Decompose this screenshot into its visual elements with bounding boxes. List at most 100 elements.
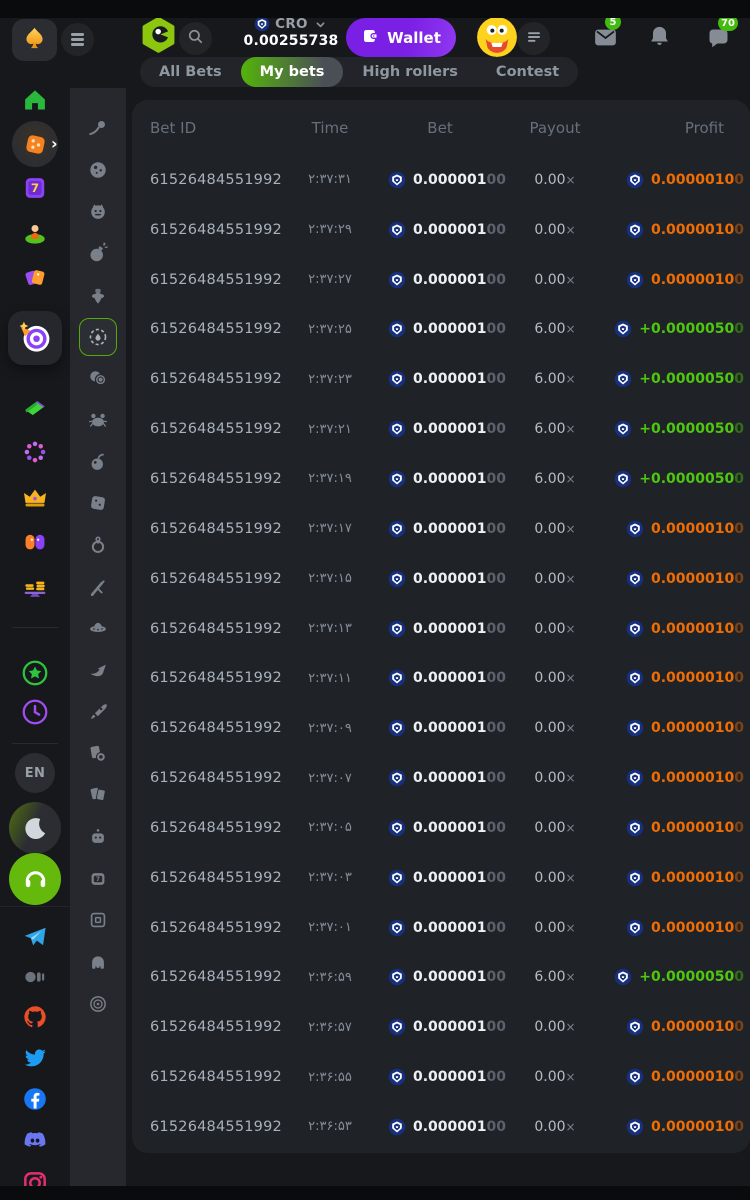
sidebar-item-twitter[interactable]	[22, 1045, 49, 1072]
tab-high-rollers[interactable]: High rollers	[362, 64, 458, 80]
notifications-button[interactable]	[646, 23, 673, 50]
sidebar-item-medium[interactable]	[22, 964, 49, 991]
cards-chip-icon	[87, 743, 109, 765]
rail-item-cards-chip[interactable]	[80, 736, 116, 772]
spin-top-icon	[87, 284, 109, 306]
rail-item-playing-cards[interactable]	[80, 777, 116, 813]
wallet-button[interactable]: Wallet	[346, 18, 456, 57]
table-row[interactable]: 61526484551992 ۲:۳۷:۰۹ 0.00000100 0.00× 0.00…	[132, 703, 750, 753]
table-row[interactable]: 61526484551992 ۲:۳۶:۵۵ 0.00000100 0.00× 0.00…	[132, 1052, 750, 1102]
profit-amount: 0.00000100	[651, 620, 744, 637]
table-row[interactable]: 61526484551992 ۲:۳۷:۰۵ 0.00000100 0.00× 0.00…	[132, 803, 750, 853]
rail-item-robot[interactable]	[80, 819, 116, 855]
rail-item-bomb[interactable]	[80, 235, 116, 271]
table-row[interactable]: 61526484551992 ۲:۳۶:۵۹ 0.00000100 6.00× +0.0…	[132, 953, 750, 1003]
cro-coin-icon	[388, 769, 406, 787]
bet-amount: 0.00000100	[413, 919, 506, 936]
table-row[interactable]: 61526484551992 ۲:۳۷:۳۱ 0.00000100 0.00× 0.00…	[132, 155, 750, 205]
payout-value: 0.00	[534, 620, 566, 637]
rail-item-twin-coins[interactable]	[80, 360, 116, 396]
mail-button[interactable]: 5	[592, 14, 621, 51]
table-row[interactable]: 61526484551992 ۲:۳۷:۰۷ 0.00000100 0.00× 0.00…	[132, 753, 750, 803]
sidebar-item-bonus[interactable]	[22, 439, 49, 466]
cro-coin-icon	[626, 919, 644, 937]
sidebar-item-facebook[interactable]	[22, 1086, 49, 1113]
sidebar-item-language[interactable]: EN	[15, 753, 55, 793]
sidebar-item-quests[interactable]	[22, 660, 49, 687]
bet-id-cell: 61526484551992	[150, 570, 282, 587]
sidebar-item-discord[interactable]	[22, 1127, 49, 1154]
rail-item-rocket[interactable]	[80, 694, 116, 730]
saucer-icon	[87, 617, 109, 639]
search-button[interactable]	[179, 22, 212, 55]
table-row[interactable]: 61526484551992 ۲:۳۷:۱۵ 0.00000100 0.00× 0.00…	[132, 554, 750, 604]
chevron-right-icon[interactable]: ›	[51, 134, 58, 153]
rail-item-crash-target[interactable]	[79, 317, 117, 356]
bet-list-button[interactable]	[517, 22, 550, 55]
table-row[interactable]: 61526484551992 ۲:۳۶:۵۳ 0.00000100 0.00× 0.00…	[132, 1102, 750, 1152]
rail-item-saucer[interactable]	[80, 610, 116, 646]
currency-selector[interactable]: CRO 0.00255738	[235, 16, 347, 49]
rail-item-spin-top[interactable]	[80, 277, 116, 313]
avatar[interactable]	[477, 17, 517, 57]
payout-cell: 0.00×	[510, 770, 600, 786]
sidebar-item-github[interactable]	[22, 1004, 49, 1031]
bet-amount-trailing: 00	[486, 819, 506, 836]
table-row[interactable]: 61526484551992 ۲:۳۷:۲۵ 0.00000100 6.00× +0.0…	[132, 305, 750, 355]
rail-item-dice-cube[interactable]	[80, 485, 116, 521]
sidebar-item-staking[interactable]	[22, 574, 49, 601]
rail-item-limbo-comet[interactable]	[80, 110, 116, 146]
sidebar-item-vip-club[interactable]	[22, 484, 49, 511]
bet-amount-trailing: 00	[486, 570, 506, 587]
table-row[interactable]: 61526484551992 ۲:۳۷:۰۱ 0.00000100 0.00× 0.00…	[132, 903, 750, 953]
table-row[interactable]: 61526484551992 ۲:۳۷:۱۷ 0.00000100 0.00× 0.00…	[132, 504, 750, 554]
rail-item-sword[interactable]	[80, 569, 116, 605]
bell-icon	[646, 23, 673, 50]
bc-logo[interactable]	[139, 16, 178, 57]
rail-item-disc[interactable]	[80, 986, 116, 1022]
table-row[interactable]: 61526484551992 ۲:۳۷:۲۳ 0.00000100 6.00× +0.0…	[132, 354, 750, 404]
sidebar-item-theme-moon[interactable]	[9, 802, 61, 854]
payout-value: 0.00	[534, 819, 566, 836]
rail-item-key-ring[interactable]	[80, 527, 116, 563]
rail-item-crab[interactable]	[80, 402, 116, 438]
tab-contest[interactable]: Contest	[495, 64, 560, 80]
profit-amount-trailing: 0	[734, 720, 744, 737]
sidebar-item-live-casino[interactable]	[22, 220, 49, 247]
profit-cell: 0.00000100	[600, 769, 746, 787]
rail-item-moon-ball[interactable]	[80, 152, 116, 188]
table-row[interactable]: 61526484551992 ۲:۳۷:۱۳ 0.00000100 0.00× 0.00…	[132, 604, 750, 654]
sidebar-item-home[interactable]	[22, 87, 49, 114]
casino-spade-button[interactable]	[12, 19, 57, 61]
sidebar-item-telegram[interactable]	[22, 924, 49, 951]
sidebar-item-slots[interactable]: 7	[22, 175, 49, 202]
payout-cell: 0.00×	[510, 222, 600, 238]
table-row[interactable]: 61526484551992 ۲:۳۷:۲۱ 0.00000100 6.00× +0.0…	[132, 404, 750, 454]
menu-button[interactable]	[61, 23, 94, 56]
table-row[interactable]: 61526484551992 ۲:۳۶:۵۷ 0.00000100 0.00× 0.00…	[132, 1002, 750, 1052]
sidebar-item-recent[interactable]	[22, 699, 49, 726]
rail-item-bird[interactable]	[80, 652, 116, 688]
chat-button[interactable]: 70	[705, 15, 738, 52]
rail-item-monster[interactable]	[80, 193, 116, 229]
table-row[interactable]: 61526484551992 ۲:۳۷:۱۱ 0.00000100 0.00× 0.00…	[132, 653, 750, 703]
sidebar-item-casino[interactable]: ›	[12, 121, 58, 167]
profit-cell: 0.00000100	[600, 819, 746, 837]
sidebar-item-affiliate[interactable]	[22, 529, 49, 556]
currency-balance: 0.00255738	[243, 33, 339, 49]
sidebar-item-bc-originals[interactable]	[8, 311, 62, 365]
tab-my-bets[interactable]: My bets	[240, 57, 344, 87]
tab-all-bets[interactable]: All Bets	[159, 64, 222, 80]
table-row[interactable]: 61526484551992 ۲:۳۷:۲۹ 0.00000100 0.00× 0.00…	[132, 205, 750, 255]
sidebar-item-racing[interactable]	[22, 394, 49, 421]
rail-item-helmet[interactable]	[80, 944, 116, 980]
cro-coin-icon	[388, 968, 406, 986]
sidebar-item-promotions[interactable]	[22, 265, 49, 292]
rail-item-frame[interactable]	[80, 902, 116, 938]
table-row[interactable]: 61526484551992 ۲:۳۷:۲۷ 0.00000100 0.00× 0.00…	[132, 255, 750, 305]
table-row[interactable]: 61526484551992 ۲:۳۷:۰۳ 0.00000100 0.00× 0.00…	[132, 853, 750, 903]
sidebar-item-support[interactable]	[9, 853, 61, 905]
rail-item-cherry-bomb[interactable]	[80, 444, 116, 480]
table-row[interactable]: 61526484551992 ۲:۳۷:۱۹ 0.00000100 6.00× +0.0…	[132, 454, 750, 504]
rail-item-slot-bot[interactable]: 7	[80, 861, 116, 897]
